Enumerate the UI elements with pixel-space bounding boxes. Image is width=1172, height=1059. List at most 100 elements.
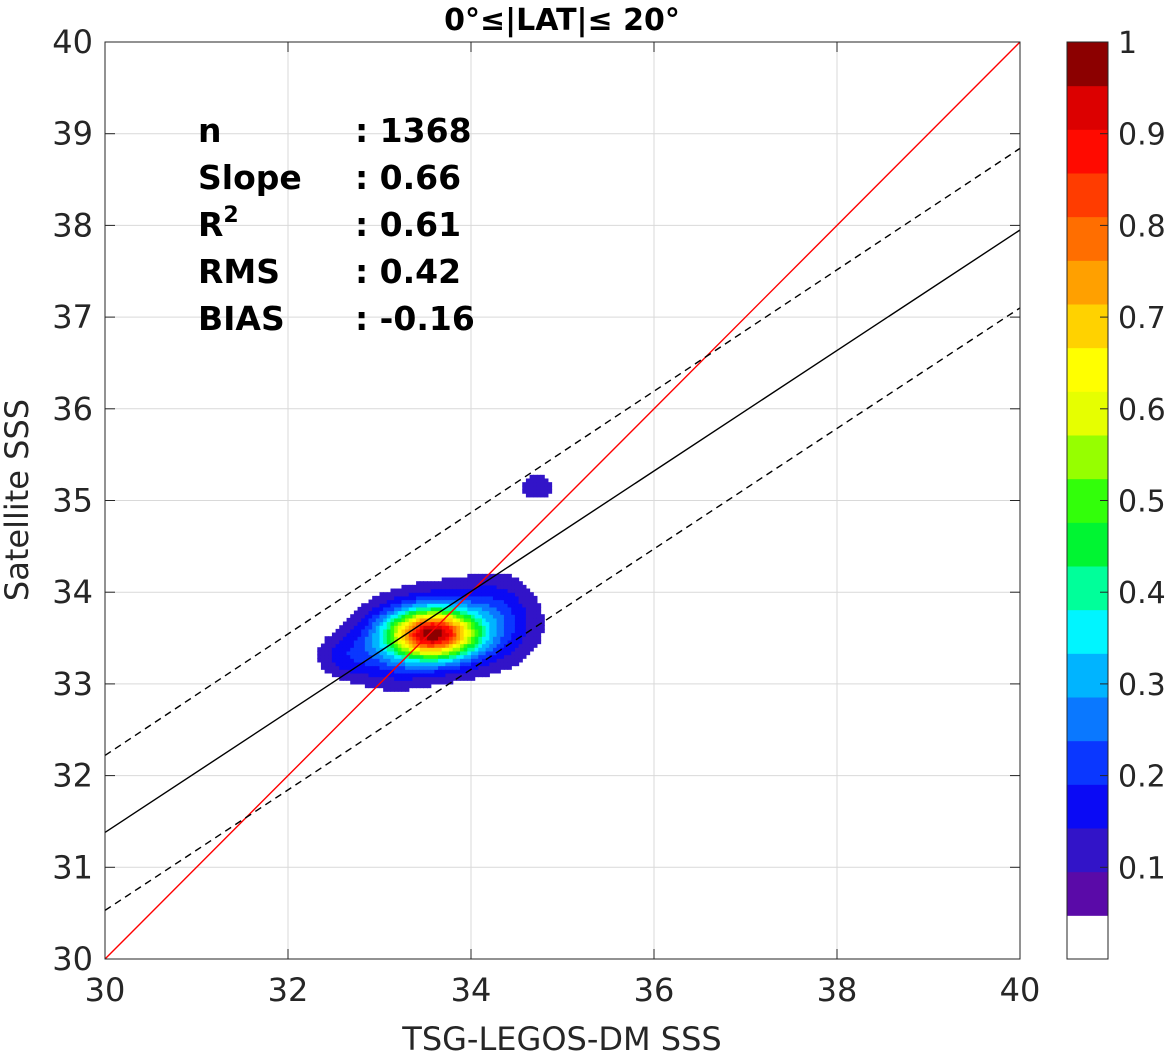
density-cell	[525, 603, 531, 608]
density-cell	[350, 643, 355, 648]
density-cell	[372, 625, 377, 630]
density-cell	[375, 676, 381, 681]
density-cell	[507, 614, 512, 619]
density-cell	[357, 636, 362, 641]
density-cell	[485, 650, 490, 656]
density-cell	[401, 676, 406, 681]
density-cell	[379, 595, 384, 601]
density-cell	[503, 654, 509, 659]
density-cell	[456, 610, 461, 615]
density-cell	[419, 606, 425, 612]
density-cell	[401, 643, 406, 648]
density-cell	[489, 636, 494, 641]
density-cell	[368, 621, 373, 626]
density-cell	[346, 661, 351, 667]
density-cell	[514, 617, 520, 623]
density-cell	[357, 665, 362, 670]
density-cell	[416, 628, 421, 634]
density-cell	[361, 672, 366, 678]
density-cell	[445, 606, 450, 612]
density-cell	[408, 643, 414, 648]
density-cell	[434, 658, 439, 663]
density-cell	[496, 603, 501, 608]
density-cell	[481, 650, 487, 656]
density-cell	[449, 599, 454, 604]
density-cell	[438, 643, 443, 648]
density-cell	[471, 621, 476, 626]
density-cell	[500, 603, 505, 608]
density-cell	[372, 658, 377, 663]
density-cell	[467, 669, 472, 674]
density-cell	[456, 650, 461, 656]
density-cell	[514, 621, 520, 626]
density-cell	[397, 665, 403, 670]
density-cell	[492, 592, 498, 597]
colorbar-tick-label: 0.7	[1118, 301, 1166, 336]
density-cell	[438, 636, 443, 641]
density-cell	[324, 639, 329, 645]
density-cell	[434, 643, 439, 648]
density-cell	[434, 588, 439, 593]
density-cell	[525, 588, 531, 593]
density-cell	[478, 599, 483, 604]
density-cell	[511, 595, 516, 601]
density-cell	[368, 610, 373, 615]
density-cell	[492, 643, 498, 648]
density-cell	[474, 621, 479, 626]
density-cell	[492, 584, 498, 590]
density-cell	[346, 628, 351, 634]
density-cell	[423, 650, 428, 656]
density-cell	[339, 628, 344, 634]
density-cell	[342, 647, 348, 652]
colorbar-swatch	[1067, 653, 1108, 698]
density-cell	[533, 632, 538, 637]
density-cell	[463, 628, 468, 634]
density-cell	[317, 647, 322, 652]
density-cell	[339, 672, 344, 678]
density-cell	[379, 621, 384, 626]
density-cell	[518, 595, 523, 601]
density-cell	[536, 610, 542, 615]
density-cell	[427, 658, 432, 663]
density-cell	[423, 665, 428, 670]
density-cell	[383, 650, 388, 656]
density-cell	[456, 614, 461, 619]
density-cell	[445, 669, 450, 674]
density-cell	[500, 636, 505, 641]
density-cell	[434, 639, 439, 645]
density-cell	[507, 599, 512, 604]
density-cell	[357, 632, 362, 637]
density-cell	[375, 628, 381, 634]
density-cell	[339, 625, 344, 630]
density-cell	[449, 647, 454, 652]
density-cell	[525, 621, 531, 626]
density-cell	[460, 610, 465, 615]
density-cell	[397, 599, 403, 604]
density-cell	[434, 636, 439, 641]
density-cell	[430, 625, 435, 630]
density-cell	[324, 650, 329, 656]
density-cell	[441, 654, 446, 659]
density-cell	[401, 639, 406, 645]
density-cell	[405, 683, 410, 689]
density-cell	[525, 606, 531, 612]
density-cell	[507, 625, 512, 630]
density-cell	[401, 665, 406, 670]
density-cell	[346, 658, 351, 663]
density-cell	[514, 643, 520, 648]
y-tick-label: 39	[52, 115, 93, 153]
density-cell	[485, 599, 490, 604]
density-cell	[529, 636, 534, 641]
density-cell	[514, 584, 520, 590]
density-cell	[441, 639, 446, 645]
density-cell	[522, 489, 527, 494]
density-cell	[533, 625, 538, 630]
density-cell	[430, 621, 435, 626]
density-cell	[460, 588, 465, 593]
density-cell	[408, 610, 414, 615]
colorbar-tick-label: 0.2	[1118, 760, 1166, 795]
density-cell	[361, 636, 366, 641]
density-cell	[492, 625, 498, 630]
density-cell	[438, 617, 443, 623]
density-cell	[503, 610, 509, 615]
